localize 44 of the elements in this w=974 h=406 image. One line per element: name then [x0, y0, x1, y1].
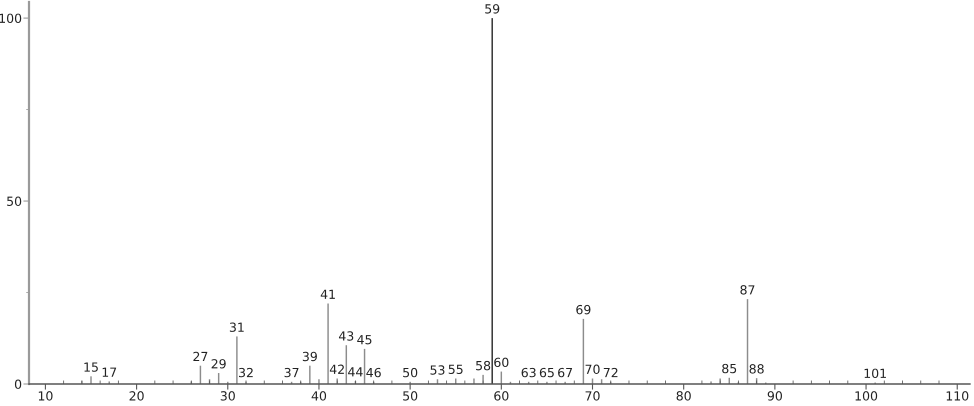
x-tick-label: 20	[130, 391, 144, 401]
annotation: 69	[576, 304, 590, 314]
annotation: 87	[740, 285, 754, 295]
annotation: 29	[212, 359, 226, 369]
annotation: 43	[338, 331, 354, 341]
annotation: 15	[84, 362, 98, 372]
x-tick-label: 100	[855, 391, 878, 401]
annotation: 31	[230, 322, 244, 332]
y-tick-label: 0	[14, 379, 22, 389]
y-tick-label: 50	[7, 196, 22, 206]
annotation: 88	[750, 364, 764, 374]
x-tick-label: 10	[38, 391, 53, 401]
x-tick-label: 70	[586, 391, 600, 401]
annotation: 53	[430, 365, 444, 375]
x-tick-label: 110	[946, 391, 968, 401]
annotation: 60	[494, 358, 508, 368]
x-tick-label: 30	[220, 391, 235, 401]
annotation: 67	[558, 368, 572, 378]
annotation: 58	[476, 360, 490, 370]
annotation: 70	[586, 364, 600, 374]
annotation: 17	[102, 368, 116, 377]
annotation: 32	[239, 368, 253, 378]
x-tick-label: 40	[312, 391, 326, 401]
annotation: 65	[540, 368, 554, 378]
annotation: 45	[357, 335, 372, 344]
y-tick-label: 100	[0, 14, 22, 24]
x-tick-label: 90	[768, 391, 782, 401]
annotation: 72	[604, 368, 618, 378]
annotation: 39	[302, 352, 317, 362]
annotation: 27	[193, 352, 208, 362]
annotation: 41	[320, 290, 335, 299]
x-tick-label: 60	[494, 391, 508, 401]
annotation: 50	[403, 368, 418, 378]
annotation: 46	[366, 368, 381, 378]
annotation: 85	[722, 364, 736, 374]
annotation: 37	[284, 368, 298, 378]
x-tick-label: 50	[403, 391, 418, 401]
annotation: 101	[864, 368, 886, 378]
annotation: 59	[485, 4, 500, 14]
annotation: 55	[448, 364, 463, 374]
annotation: 63	[522, 368, 536, 378]
annotation: 42	[330, 364, 344, 374]
x-tick-label: 80	[676, 391, 691, 401]
annotation: 44	[348, 367, 363, 376]
